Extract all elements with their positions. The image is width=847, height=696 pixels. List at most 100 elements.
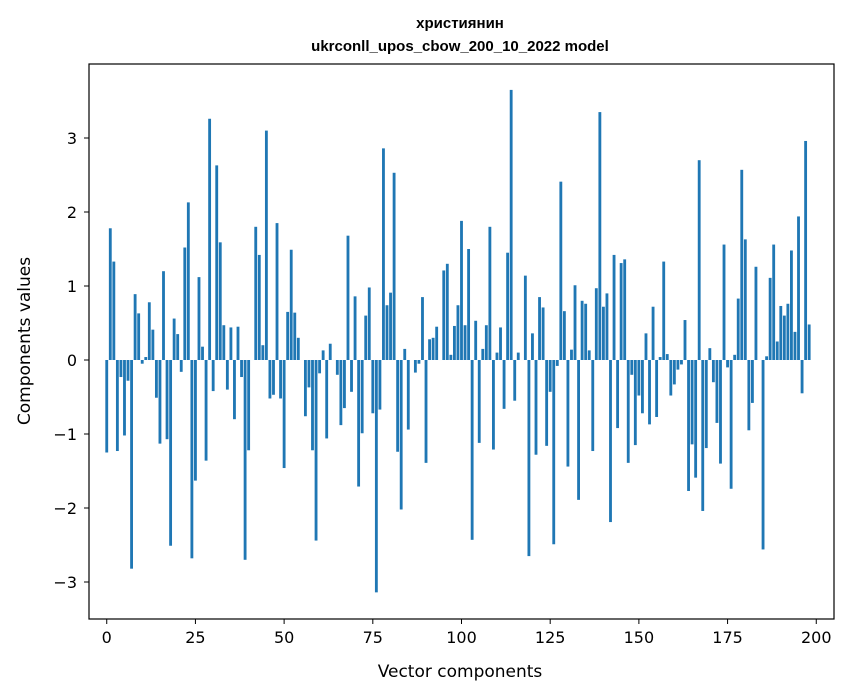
bar-component-90: [424, 360, 428, 463]
bar-component-155: [655, 360, 659, 417]
bar-component-111: [499, 327, 502, 360]
x-tick-label: 75: [363, 628, 383, 647]
bar-component-59: [314, 360, 318, 541]
bar-component-164: [687, 360, 690, 491]
bar-component-99: [456, 305, 460, 360]
bar-component-88: [417, 360, 421, 364]
bar-component-172: [715, 360, 719, 423]
bar-component-125: [548, 360, 552, 392]
bar-component-22: [183, 247, 187, 360]
bar-component-157: [662, 261, 666, 360]
bar-component-175: [726, 360, 729, 368]
bar-component-13: [151, 329, 155, 360]
bar-component-78: [382, 148, 385, 360]
bar-component-193: [790, 250, 793, 360]
bar-component-62: [325, 360, 329, 439]
bar-component-192: [786, 303, 790, 360]
x-tick-label: 175: [712, 628, 743, 647]
bar-component-32: [218, 242, 222, 360]
y-tick-label: −1: [53, 425, 77, 444]
bar-component-149: [633, 360, 637, 446]
bar-component-71: [357, 360, 361, 487]
bar-component-65: [335, 360, 339, 375]
bar-component-146: [623, 259, 627, 360]
bar-component-23: [186, 202, 190, 360]
bar-component-67: [343, 360, 346, 409]
bar-component-36: [233, 360, 236, 420]
bar-component-152: [644, 333, 648, 360]
bar-component-60: [318, 360, 322, 374]
bar-component-3: [115, 360, 119, 452]
x-axis-ticks: 0 25 50 75 100 125 150 175 200: [102, 619, 832, 647]
bar-component-83: [399, 360, 403, 510]
bar-component-56: [303, 360, 307, 417]
bar-component-156: [658, 357, 662, 360]
bar-component-132: [573, 285, 577, 360]
bar-component-139: [598, 112, 602, 360]
bar-component-37: [236, 326, 240, 360]
bar-component-51: [286, 311, 290, 360]
bar-component-179: [740, 169, 744, 360]
bar-component-87: [413, 360, 417, 373]
bar-component-103: [470, 360, 474, 540]
bar-component-120: [531, 333, 534, 360]
bar-component-126: [552, 360, 556, 545]
bar-component-137: [591, 360, 595, 452]
bar-component-119: [527, 360, 531, 557]
bar-component-135: [584, 303, 588, 360]
bar-component-0: [105, 360, 109, 453]
bar-component-150: [637, 360, 641, 396]
bar-component-130: [566, 360, 570, 467]
y-tick-label: 2: [67, 203, 77, 222]
bar-component-75: [371, 360, 375, 414]
x-tick-label: 200: [801, 628, 832, 647]
bar-component-180: [743, 239, 747, 360]
bar-component-106: [481, 348, 485, 360]
bar-component-195: [797, 216, 800, 360]
bar-component-30: [211, 360, 215, 392]
bar-component-128: [559, 181, 563, 360]
bar-component-49: [279, 360, 282, 399]
bar-component-194: [793, 331, 797, 360]
y-axis-ticks: −3 −2 −1 0 1 2 3: [53, 129, 89, 592]
bar-component-39: [243, 360, 247, 560]
bar-component-9: [137, 313, 141, 360]
bar-component-31: [215, 165, 219, 360]
bar-component-114: [509, 89, 513, 361]
bar-component-171: [711, 360, 715, 383]
x-tick-label: 0: [102, 628, 112, 647]
bar-component-38: [240, 360, 243, 378]
bar-component-178: [736, 298, 740, 360]
bar-component-187: [768, 277, 772, 360]
bar-component-34: [225, 360, 229, 390]
bar-component-18: [169, 360, 173, 546]
bar-component-170: [708, 348, 712, 360]
bar-component-124: [545, 360, 549, 446]
bar-component-167: [697, 160, 701, 360]
bar-component-123: [541, 307, 545, 360]
bar-component-129: [562, 311, 566, 360]
bar-component-168: [701, 360, 705, 511]
bar-component-147: [626, 360, 630, 463]
bar-component-20: [176, 334, 180, 360]
y-axis-label: Components values: [15, 257, 35, 425]
bar-component-105: [477, 360, 481, 443]
bar-component-141: [605, 293, 609, 360]
bar-component-109: [492, 360, 495, 450]
bar-component-16: [162, 271, 165, 360]
bar-component-104: [474, 320, 478, 360]
bar-component-63: [328, 343, 332, 360]
bar-component-159: [669, 360, 673, 396]
bar-component-35: [229, 327, 233, 360]
bar-component-121: [534, 360, 538, 455]
bar-component-84: [403, 348, 407, 360]
bar-component-48: [275, 223, 279, 360]
bar-component-185: [761, 360, 765, 550]
bar-component-96: [445, 263, 449, 360]
bar-component-7: [130, 360, 133, 569]
bar-component-27: [201, 346, 204, 360]
bar-component-45: [264, 130, 268, 360]
bar-component-89: [421, 297, 424, 360]
bar-component-33: [222, 325, 226, 360]
bar-component-5: [123, 360, 126, 436]
